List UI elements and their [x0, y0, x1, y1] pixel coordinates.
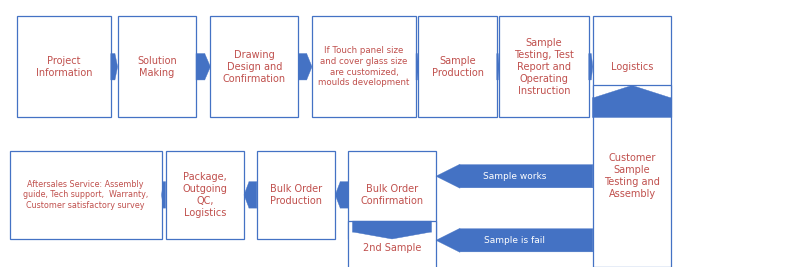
- FancyBboxPatch shape: [418, 16, 497, 117]
- FancyBboxPatch shape: [499, 16, 589, 117]
- Polygon shape: [353, 221, 431, 239]
- Polygon shape: [416, 54, 418, 80]
- Polygon shape: [593, 85, 671, 117]
- Polygon shape: [335, 182, 348, 208]
- FancyBboxPatch shape: [312, 16, 416, 117]
- FancyBboxPatch shape: [593, 85, 671, 267]
- FancyBboxPatch shape: [166, 151, 244, 239]
- Text: If Touch panel size
and cover glass size
are customized,
moulds development: If Touch panel size and cover glass size…: [318, 46, 410, 87]
- Polygon shape: [162, 182, 166, 208]
- Text: Sample
Production: Sample Production: [432, 56, 483, 78]
- FancyBboxPatch shape: [593, 16, 671, 117]
- Polygon shape: [436, 164, 593, 188]
- Text: Package,
Outgoing
QC,
Logistics: Package, Outgoing QC, Logistics: [182, 172, 227, 218]
- Polygon shape: [436, 228, 593, 252]
- Polygon shape: [589, 54, 593, 80]
- FancyBboxPatch shape: [257, 151, 335, 239]
- FancyBboxPatch shape: [210, 16, 298, 117]
- Polygon shape: [497, 54, 499, 80]
- FancyBboxPatch shape: [348, 221, 436, 267]
- Polygon shape: [110, 54, 118, 80]
- FancyBboxPatch shape: [10, 151, 162, 239]
- Text: Bulk Order
Production: Bulk Order Production: [270, 184, 322, 206]
- Text: Sample
Testing, Test
Report and
Operating
Instruction: Sample Testing, Test Report and Operatin…: [514, 38, 574, 96]
- Text: Project
Information: Project Information: [36, 56, 92, 78]
- Text: Logistics: Logistics: [611, 62, 653, 72]
- FancyBboxPatch shape: [348, 151, 436, 239]
- Text: 2nd Sample: 2nd Sample: [363, 243, 421, 253]
- FancyBboxPatch shape: [18, 16, 110, 117]
- Text: Sample works: Sample works: [482, 172, 546, 181]
- Polygon shape: [298, 54, 312, 80]
- Polygon shape: [196, 54, 210, 80]
- FancyBboxPatch shape: [118, 16, 196, 117]
- Text: Aftersales Service: Assembly
guide, Tech support,  Warranty,
Customer satisfacto: Aftersales Service: Assembly guide, Tech…: [23, 180, 148, 210]
- Polygon shape: [244, 182, 257, 208]
- Text: Bulk Order
Confirmation: Bulk Order Confirmation: [361, 184, 423, 206]
- Text: Solution
Making: Solution Making: [137, 56, 177, 78]
- Text: Drawing
Design and
Confirmation: Drawing Design and Confirmation: [223, 50, 286, 84]
- Text: Customer
Sample
Testing and
Assembly: Customer Sample Testing and Assembly: [604, 153, 660, 199]
- Text: Sample is fail: Sample is fail: [484, 236, 545, 245]
